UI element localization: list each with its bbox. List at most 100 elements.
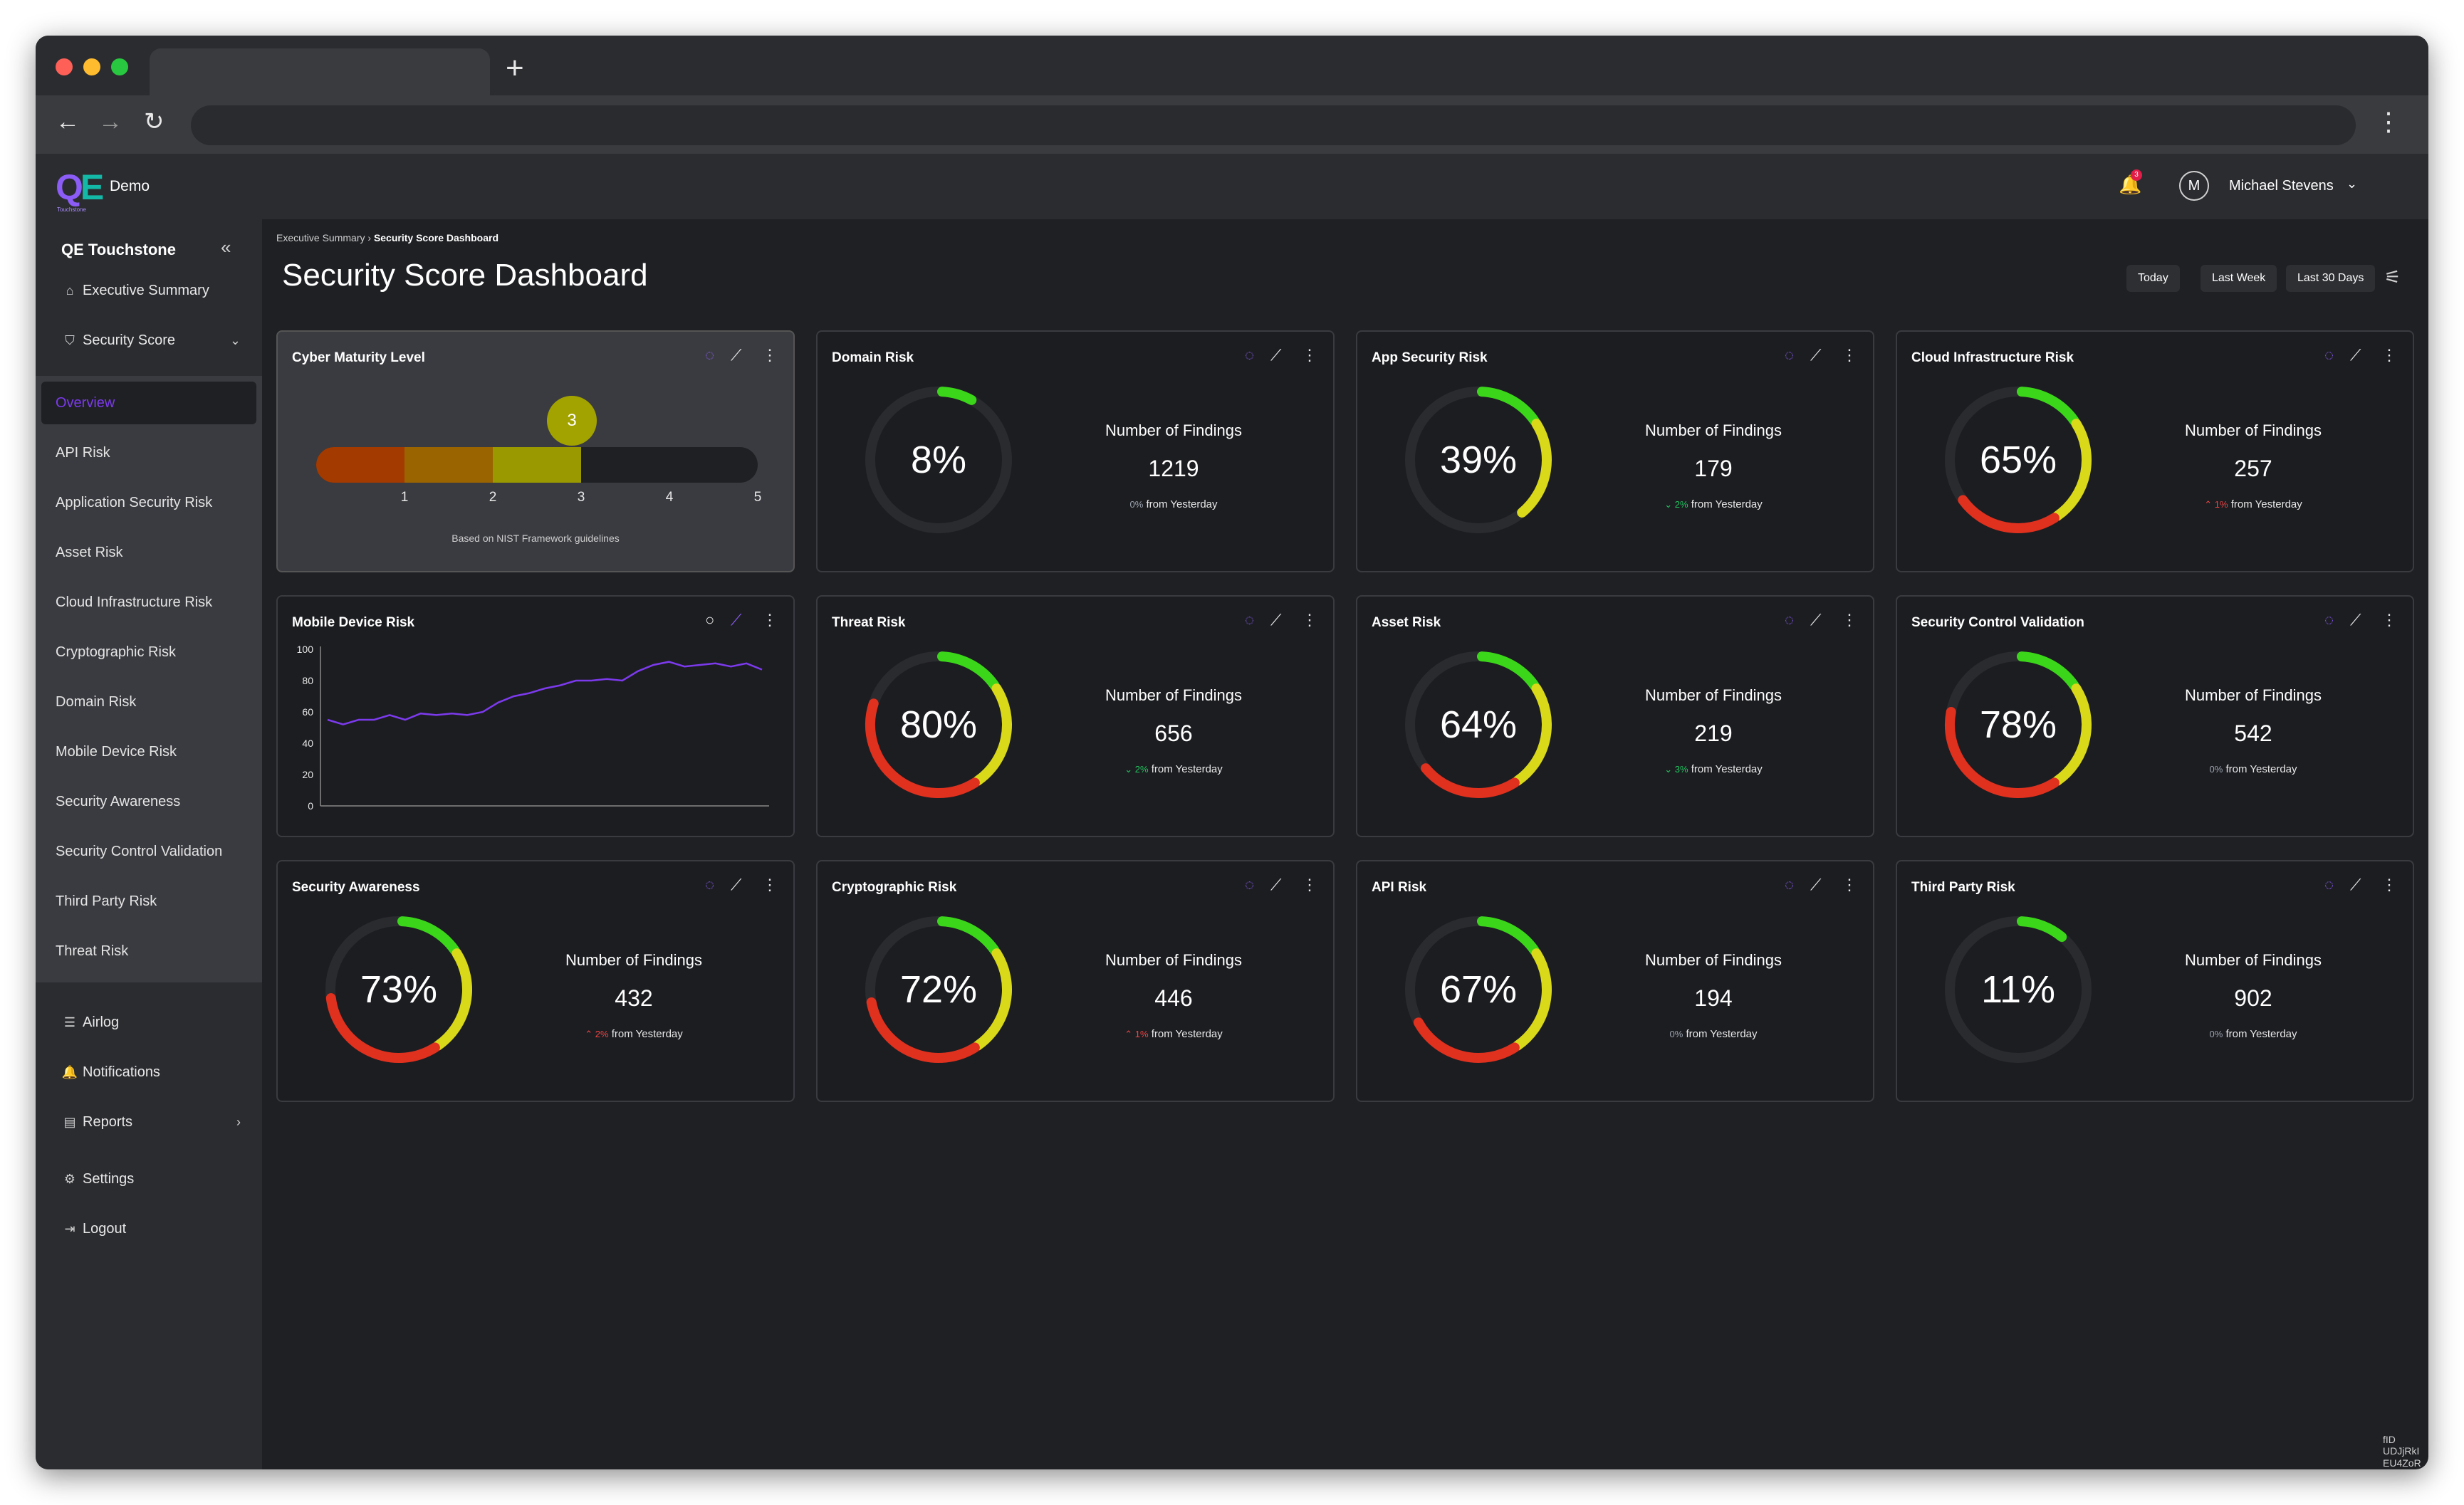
gauge-arc-segment xyxy=(1958,495,2060,533)
gauge-view-icon[interactable]: ◌ xyxy=(2324,346,2334,364)
filter-settings-icon[interactable]: ⚟ xyxy=(2384,266,2401,288)
trend-view-icon[interactable]: ⟋ xyxy=(1810,876,1822,893)
card-title: Security Awareness xyxy=(292,880,420,895)
range-last-30-days-button[interactable]: Last 30 Days xyxy=(2286,265,2376,292)
close-window-button[interactable] xyxy=(56,58,73,75)
submenu-item-api-risk[interactable]: API Risk xyxy=(56,444,110,461)
more-options-icon[interactable]: ⋮ xyxy=(2381,346,2397,364)
submenu-item-mobile-device-risk[interactable]: Mobile Device Risk xyxy=(56,743,177,760)
gauge-view-icon[interactable]: ◌ xyxy=(2324,611,2334,629)
submenu-item-cryptographic-risk[interactable]: Cryptographic Risk xyxy=(56,644,176,660)
submenu-item-asset-risk[interactable]: Asset Risk xyxy=(56,544,123,560)
maximize-window-button[interactable] xyxy=(111,58,128,75)
gauge-view-icon[interactable]: ○ xyxy=(705,611,715,629)
gauge-view-icon[interactable]: ◌ xyxy=(1245,876,1255,893)
address-bar[interactable] xyxy=(191,105,2356,145)
trend-view-icon[interactable]: ⟋ xyxy=(2350,611,2361,629)
user-avatar[interactable]: M xyxy=(2179,171,2209,201)
score-gauge xyxy=(1405,916,1552,1063)
sidebar-item-notifications[interactable]: 🔔 Notifications xyxy=(57,1051,249,1094)
new-tab-button[interactable]: + xyxy=(506,51,524,85)
more-options-icon[interactable]: ⋮ xyxy=(762,876,778,893)
submenu-item-overview[interactable]: Overview xyxy=(41,382,256,424)
threat-risk-card: Threat Risk ◌ ⟋ ⋮ 80% Number of Findings 656 ⌄ … xyxy=(816,595,1335,837)
score-percentage: 80% xyxy=(899,703,978,746)
gauge-view-icon[interactable]: ◌ xyxy=(1785,876,1795,893)
app-logo[interactable]: QE xyxy=(56,167,104,207)
more-options-icon[interactable]: ⋮ xyxy=(1302,611,1317,629)
browser-menu-icon[interactable]: ⋮ xyxy=(2376,107,2401,136)
forward-arrow-icon[interactable]: → xyxy=(98,108,122,135)
more-options-icon[interactable]: ⋮ xyxy=(1302,346,1317,364)
sidebar-item-label: Settings xyxy=(83,1170,135,1187)
trend-view-icon[interactable]: ⟋ xyxy=(731,876,742,893)
sidebar-item-security-score[interactable]: ⛉ Security Score ⌄ xyxy=(57,319,249,362)
breadcrumb-parent-link[interactable]: Executive Summary xyxy=(276,232,365,243)
submenu-item-threat-risk[interactable]: Threat Risk xyxy=(56,943,129,959)
submenu-item-security-control-validation[interactable]: Security Control Validation xyxy=(56,843,223,859)
security-score-submenu: Overview API Risk Application Security R… xyxy=(36,376,262,982)
sidebar-item-airlog[interactable]: ☰ Airlog xyxy=(57,1001,249,1044)
more-options-icon[interactable]: ⋮ xyxy=(2381,876,2397,893)
trend-view-icon[interactable]: ⟋ xyxy=(1810,611,1822,629)
findings-delta: ⌃ 1% from Yesterday xyxy=(2154,498,2353,510)
range-today-button[interactable]: Today xyxy=(2126,265,2180,292)
range-last-week-button[interactable]: Last Week xyxy=(2201,265,2277,292)
gauge-view-icon[interactable]: ◌ xyxy=(705,876,715,893)
gauge-view-icon[interactable]: ◌ xyxy=(2324,876,2334,893)
gauge-arc-segment xyxy=(2017,651,2079,691)
findings-delta: 0% from Yesterday xyxy=(2154,1028,2353,1040)
trend-view-icon[interactable]: ⟋ xyxy=(1270,611,1282,629)
card-title: Third Party Risk xyxy=(1911,880,2015,895)
user-name[interactable]: Michael Stevens xyxy=(2229,178,2334,194)
sidebar-item-logout[interactable]: ⇥ Logout xyxy=(57,1207,249,1250)
gauge-view-icon[interactable]: ◌ xyxy=(1245,611,1255,629)
submenu-item-domain-risk[interactable]: Domain Risk xyxy=(56,693,137,710)
more-options-icon[interactable]: ⋮ xyxy=(762,611,778,629)
trend-view-icon[interactable]: ⟋ xyxy=(731,611,742,629)
browser-tab[interactable] xyxy=(150,48,490,95)
security-control-validation-card: Security Control Validation ◌ ⟋ ⋮ 78% Number … xyxy=(1896,595,2414,837)
trend-view-icon[interactable]: ⟋ xyxy=(731,346,742,364)
sidebar-item-settings[interactable]: ⚙ Settings xyxy=(57,1158,249,1200)
gauge-view-icon[interactable]: ◌ xyxy=(705,346,715,364)
submenu-item-cloud-infrastructure-risk[interactable]: Cloud Infrastructure Risk xyxy=(56,594,213,610)
submenu-item-security-awareness[interactable]: Security Awareness xyxy=(56,793,181,809)
submenu-item-third-party-risk[interactable]: Third Party Risk xyxy=(56,893,157,909)
gauge-view-icon[interactable]: ◌ xyxy=(1785,346,1795,364)
findings-label: Number of Findings xyxy=(1105,421,1242,439)
sidebar-item-reports[interactable]: ▤ Reports › xyxy=(57,1101,249,1143)
more-options-icon[interactable]: ⋮ xyxy=(1302,876,1317,893)
sidebar-item-executive-summary[interactable]: ⌂ Executive Summary xyxy=(57,269,249,312)
trend-view-icon[interactable]: ⟋ xyxy=(1270,346,1282,364)
back-arrow-icon[interactable]: ← xyxy=(56,108,80,135)
more-options-icon[interactable]: ⋮ xyxy=(762,346,778,364)
chevron-down-icon[interactable]: ⌄ xyxy=(2346,177,2358,191)
more-options-icon[interactable]: ⋮ xyxy=(1842,346,1857,364)
trend-view-icon[interactable]: ⟋ xyxy=(1810,346,1822,364)
gauge-view-icon[interactable]: ◌ xyxy=(1785,611,1795,629)
more-options-icon[interactable]: ⋮ xyxy=(1842,876,1857,893)
findings-delta: ⌄ 3% from Yesterday xyxy=(1614,763,1813,775)
submenu-item-application-security-risk[interactable]: Application Security Risk xyxy=(56,494,213,510)
trend-view-icon[interactable]: ⟋ xyxy=(1270,876,1282,893)
score-gauge xyxy=(1405,387,1552,533)
trend-view-icon[interactable]: ⟋ xyxy=(2350,346,2361,364)
breadcrumb-separator-icon: › xyxy=(367,232,374,243)
trend-view-icon[interactable]: ⟋ xyxy=(2350,876,2361,893)
gauge-view-icon[interactable]: ◌ xyxy=(1245,346,1255,364)
home-icon: ⌂ xyxy=(66,283,74,298)
y-tick-label: 60 xyxy=(302,706,313,718)
findings-label: Number of Findings xyxy=(1645,686,1782,704)
reload-icon[interactable]: ↻ xyxy=(144,108,165,135)
score-percentage: 8% xyxy=(910,439,967,481)
score-gauge xyxy=(1945,651,2092,798)
sidebar-item-label: Notifications xyxy=(83,1064,160,1080)
more-options-icon[interactable]: ⋮ xyxy=(2381,611,2397,629)
breadcrumb-current: Security Score Dashboard xyxy=(373,232,498,243)
more-options-icon[interactable]: ⋮ xyxy=(1842,611,1857,629)
minimize-window-button[interactable] xyxy=(83,58,100,75)
gauge-arc-segment xyxy=(2017,916,2067,943)
score-percentage: 72% xyxy=(899,968,978,1011)
collapse-sidebar-icon[interactable]: « xyxy=(221,236,231,258)
